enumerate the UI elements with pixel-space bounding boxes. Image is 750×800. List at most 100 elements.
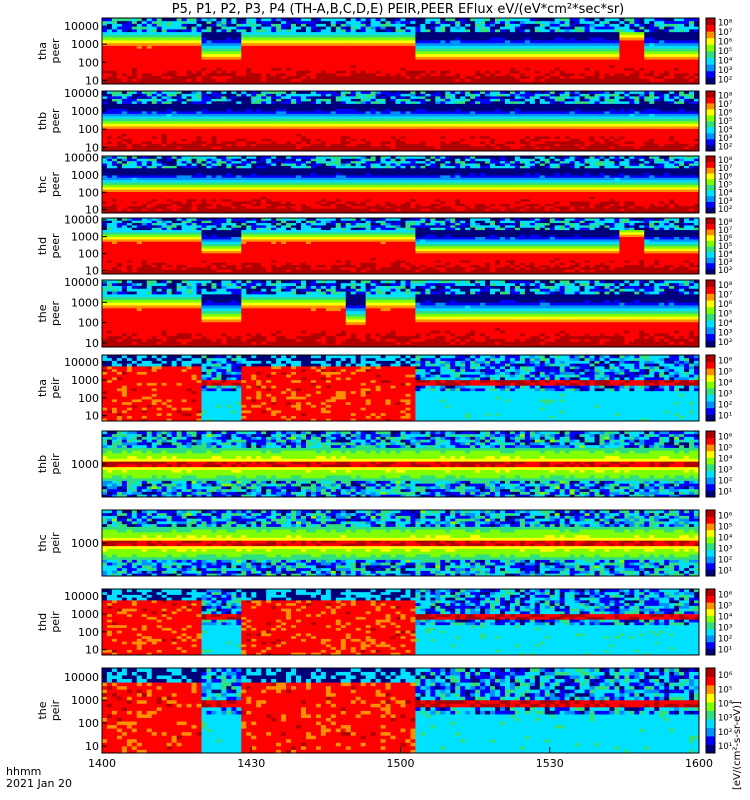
panel-probe-label: thc: [36, 534, 49, 551]
panel-probe-label: thb: [36, 455, 49, 473]
colorbar-swatch: [706, 252, 715, 258]
colorbar-swatch: [706, 167, 715, 173]
colorbar-swatch: [706, 307, 715, 314]
heatmap-cells: [102, 156, 699, 213]
panel-species-label: peer: [49, 172, 62, 198]
colorbar-swatch: [706, 103, 715, 109]
colorbar-swatch: [706, 44, 715, 51]
colorbar-swatch: [706, 615, 715, 622]
x-tick-label: 1400: [88, 757, 116, 770]
colorbar-tick-label: 10⁵: [718, 47, 732, 57]
y-tick-label: 10: [85, 644, 99, 657]
y-tick-label: 1000: [71, 458, 99, 471]
colorbar-swatch: [706, 375, 715, 382]
panel-probe-label: thb: [36, 112, 49, 130]
colorbar-swatch: [706, 257, 715, 263]
colorbar-tick-label: 10⁵: [718, 310, 732, 320]
panel-species-label: peer: [49, 301, 62, 327]
colorbar-swatch: [706, 490, 715, 497]
colorbar-tick-label: 10²: [718, 338, 732, 348]
colorbar-tick-label: 10⁴: [718, 379, 733, 389]
colorbar-swatch: [706, 133, 715, 139]
colorbar-tick-label: 10¹: [718, 742, 732, 752]
colorbar-tick-label: 10⁷: [718, 290, 733, 300]
heatmap-cells: [102, 91, 699, 151]
colorbar-swatch: [706, 711, 715, 720]
colorbar-tick-label: 10⁸: [718, 156, 733, 166]
panel-species-label: peir: [49, 377, 62, 399]
colorbar-swatch: [706, 185, 715, 191]
colorbar-tick-label: 10⁵: [718, 117, 732, 127]
y-tick-label: 1000: [71, 608, 99, 621]
y-tick-label: 100: [78, 392, 99, 405]
colorbar-tick-label: 10⁴: [718, 455, 733, 465]
panel-species-label: peir: [49, 532, 62, 554]
colorbar-swatch: [706, 235, 715, 241]
colorbar-tick-label: 10¹: [718, 488, 732, 498]
colorbar-swatch: [706, 543, 715, 550]
colorbar-tick-label: 10³: [718, 134, 732, 144]
colorbar-tick-label: 10¹: [718, 646, 732, 656]
colorbar-swatch: [706, 162, 715, 168]
colorbar-tick-label: 10⁴: [718, 126, 733, 136]
colorbar-swatch: [706, 381, 715, 388]
figure-title: P5, P1, P2, P3, P4 (TH-A,B,C,D,E) PEIR,P…: [172, 2, 625, 17]
colorbar-tick-label: 10⁵: [718, 368, 732, 378]
colorbar-tick-label: 10³: [718, 545, 732, 555]
colorbar-swatch: [706, 677, 715, 686]
heatmap-cells: [102, 18, 699, 84]
colorbar-tick-label: 10⁵: [718, 523, 732, 533]
panel-species-label: peir: [49, 699, 62, 721]
colorbar-swatch: [706, 71, 715, 78]
y-tick-label: 1000: [71, 296, 99, 309]
colorbar-tick-label: 10³: [718, 466, 732, 476]
colorbar-swatch: [706, 536, 715, 543]
colorbar-swatch: [706, 569, 715, 576]
colorbar-swatch: [706, 457, 715, 464]
y-tick-label: 10000: [64, 20, 99, 33]
colorbar-swatch: [706, 668, 715, 677]
y-tick-label: 1000: [71, 374, 99, 387]
x-tick-label: 1500: [387, 757, 415, 770]
colorbar-tick-label: 10³: [718, 390, 732, 400]
colorbar-tick-label: 10⁴: [718, 613, 733, 623]
colorbar-swatch: [706, 320, 715, 327]
colorbar-swatch: [706, 635, 715, 642]
y-tick-label: 10000: [64, 590, 99, 603]
colorbar-swatch: [706, 263, 715, 269]
y-tick-label: 100: [78, 317, 99, 330]
colorbar-tick-label: 10⁶: [718, 300, 733, 310]
y-tick-label: 10000: [64, 276, 99, 289]
colorbar-tick-label: 10²: [718, 556, 732, 566]
colorbar-tick-label: 10²: [718, 401, 732, 411]
heatmap-cells: [102, 431, 699, 497]
colorbar-tick-label: 10⁶: [718, 38, 733, 48]
colorbar-tick-label: 10⁴: [718, 699, 733, 709]
colorbar-swatch: [706, 38, 715, 45]
colorbar-swatch: [706, 596, 715, 603]
colorbar-swatch: [706, 728, 715, 737]
panel-probe-label: the: [36, 304, 49, 322]
panel-species-label: peir: [49, 611, 62, 633]
colorbar-tick-label: 10⁴: [718, 534, 733, 544]
colorbar-tick-label: 10²: [718, 477, 732, 487]
colorbar-tick-label: 10⁴: [718, 319, 733, 329]
y-tick-label: 1000: [71, 169, 99, 182]
colorbar-swatch: [706, 18, 715, 25]
colorbar-swatch: [706, 327, 715, 334]
colorbar-tick-label: 10⁵: [718, 444, 732, 454]
colorbar-swatch: [706, 224, 715, 230]
colorbar-swatch: [706, 334, 715, 341]
panel-species-label: peer: [49, 38, 62, 64]
colorbar-swatch: [706, 685, 715, 694]
colorbar-swatch: [706, 464, 715, 471]
